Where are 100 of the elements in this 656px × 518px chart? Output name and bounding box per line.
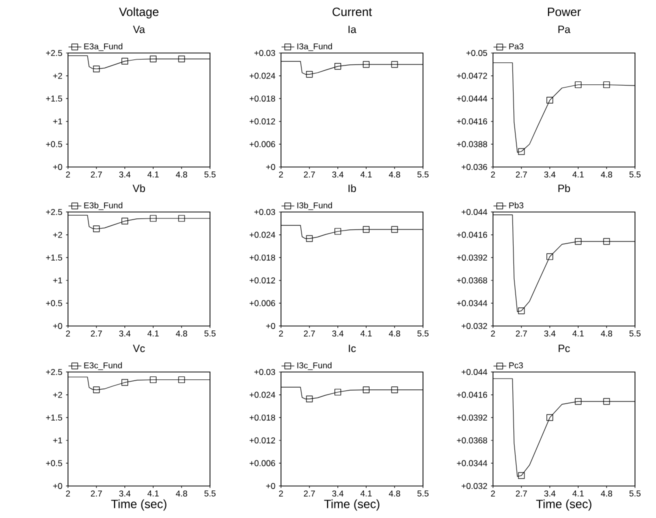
- x-tick-label: 5.5: [204, 490, 216, 496]
- chart-title: Voltage: [119, 7, 158, 18]
- x-tick-label: 2.7: [516, 172, 527, 178]
- point: [150, 56, 156, 62]
- y-tick-label: +0.006: [250, 300, 276, 306]
- x-tick-label: 5.5: [629, 330, 641, 336]
- y-tick-label: +0.0444: [456, 96, 488, 102]
- chart-title: Ib: [348, 184, 356, 192]
- y-tick-label: +2.5: [46, 208, 62, 215]
- x-tick-label: 5.5: [629, 172, 641, 178]
- point: [391, 226, 398, 233]
- legend-label: E3c_Fund: [84, 362, 122, 370]
- y-tick-label: +1: [53, 277, 62, 284]
- x-tick-label: 2: [279, 330, 283, 336]
- point: [178, 56, 185, 62]
- x-tick-label: 3.4: [332, 330, 344, 337]
- point: [122, 218, 128, 224]
- x-tick-label: 3.4: [332, 490, 344, 497]
- point: [518, 148, 525, 155]
- chart-subtitle: Pa: [558, 26, 570, 34]
- y-tick-label: +0.0416: [456, 392, 488, 398]
- x-tick-label: 3.4: [544, 330, 556, 337]
- y-tick-label: +0.05: [466, 50, 488, 56]
- point: [306, 396, 313, 402]
- legend-label: Pb3: [509, 202, 524, 208]
- point: [122, 58, 128, 64]
- y-tick-label: +0.012: [250, 118, 276, 124]
- x-tick-label: 4.1: [360, 330, 372, 336]
- y-tick-label: +0.5: [46, 141, 62, 148]
- y-tick-label: +0: [266, 322, 276, 329]
- point: [362, 61, 370, 68]
- y-tick-label: +0.006: [250, 460, 276, 466]
- point: [603, 398, 610, 405]
- y-tick-label: +0.012: [250, 437, 276, 444]
- x-tick-label: 2: [279, 490, 283, 496]
- y-tick-label: +0.032: [462, 322, 488, 329]
- y-tick-label: +0.5: [46, 460, 62, 466]
- y-tick-label: +0.044: [462, 208, 488, 215]
- x-tick-label: 4.8: [176, 490, 188, 497]
- legend-label: I3b_Fund: [297, 202, 332, 210]
- x-tick-label: 3.4: [332, 172, 344, 178]
- x-tick-label: 2: [491, 330, 495, 336]
- y-tick-label: +0.0392: [456, 414, 488, 421]
- x-tick-label: 2: [66, 330, 70, 336]
- x-axis-title: Time (sec): [111, 499, 166, 511]
- y-tick-label: +0.012: [250, 277, 276, 284]
- y-tick-label: +0.03: [254, 50, 276, 56]
- chart-title: Vc: [132, 344, 145, 352]
- point: [150, 376, 156, 384]
- y-tick-label: +0.024: [250, 232, 276, 238]
- point: [334, 62, 342, 70]
- point: [391, 61, 398, 68]
- y-tick-label: +2: [53, 392, 62, 398]
- x-tick-label: 4.8: [600, 172, 612, 178]
- x-tick-label: 3.4: [544, 172, 556, 178]
- chart-title: Ic: [348, 344, 356, 352]
- y-tick-label: +0.036: [462, 164, 488, 170]
- y-tick-label: +0.044: [462, 368, 488, 375]
- point: [93, 386, 100, 394]
- x-tick-label: 2: [66, 172, 70, 178]
- legend-label: I3a_Fund: [297, 43, 332, 51]
- x-tick-label: 2.7: [304, 172, 315, 178]
- x-tick-label: 4.1: [572, 330, 584, 336]
- legend-label: I3c_Fund: [297, 362, 332, 370]
- x-tick-label: 4.8: [600, 330, 612, 337]
- x-tick-label: 5.5: [204, 172, 216, 178]
- y-tick-label: +1: [53, 118, 62, 124]
- y-tick-label: +2: [53, 72, 62, 79]
- y-tick-label: +0.03: [254, 368, 276, 375]
- point: [603, 238, 610, 245]
- x-tick-label: 4.8: [388, 172, 400, 178]
- y-tick-label: +0.5: [46, 300, 62, 306]
- y-tick-label: +0.0392: [456, 254, 488, 261]
- x-tick-label: 4.8: [388, 330, 400, 337]
- x-tick-label: 4.1: [572, 172, 584, 178]
- y-tick-label: +0.0416: [456, 232, 488, 238]
- legend-label: Pa3: [509, 43, 524, 50]
- chart-title: Pc: [558, 344, 570, 352]
- x-tick-label: 2.7: [516, 490, 527, 496]
- y-tick-label: +0.0344: [456, 460, 488, 466]
- y-tick-label: +0.032: [462, 482, 488, 489]
- y-tick-label: +0.0472: [456, 72, 488, 79]
- legend-label: E3b_Fund: [84, 202, 122, 210]
- y-tick-label: +0: [53, 164, 62, 170]
- x-tick-label: 3.4: [119, 172, 130, 178]
- x-tick-label: 2: [491, 490, 495, 496]
- x-axis-title: Time (sec): [536, 499, 592, 511]
- x-tick-label: 2.7: [304, 330, 315, 336]
- y-tick-label: +0: [266, 164, 276, 170]
- point: [93, 66, 100, 72]
- point: [574, 238, 582, 245]
- x-tick-label: 4.8: [600, 490, 612, 497]
- point: [574, 81, 582, 88]
- x-tick-label: 2.7: [90, 330, 102, 336]
- x-tick-label: 4.1: [360, 490, 372, 496]
- x-tick-label: 2.7: [516, 330, 527, 336]
- x-tick-label: 2.7: [304, 490, 315, 496]
- y-tick-label: +0.0416: [456, 118, 488, 124]
- point: [334, 228, 342, 235]
- y-tick-label: +2.5: [46, 50, 62, 56]
